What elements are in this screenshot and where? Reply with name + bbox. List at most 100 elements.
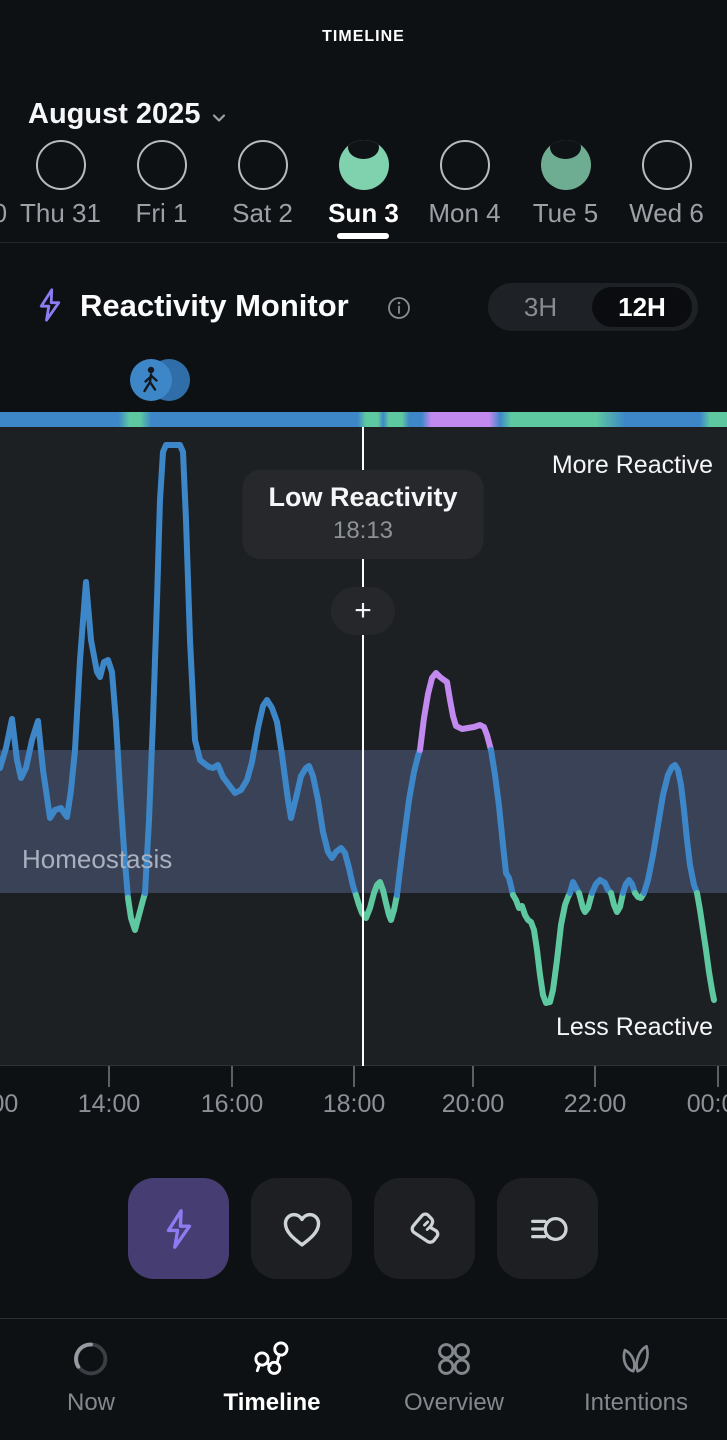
day-label: Sat 2 — [232, 198, 293, 228]
axis-tick-label: 14:00 — [77, 1090, 141, 1118]
reactivity-line-segment — [488, 747, 516, 898]
monitor-header: Reactivity Monitor 3H 12H — [0, 283, 727, 333]
day-item[interactable]: Sat 2 — [212, 140, 313, 229]
metric-toolbar — [0, 1178, 727, 1279]
day-label: Sun 3 — [328, 198, 399, 228]
axis-tick — [231, 1066, 233, 1087]
shoe-icon — [410, 1212, 439, 1244]
axis-tick-label: 12:00 — [0, 1090, 19, 1118]
axis-tick — [717, 1066, 719, 1087]
day-ring — [136, 140, 187, 190]
day-label: Tue 5 — [532, 198, 599, 228]
day-item[interactable]: Wed 30 — [0, 140, 13, 229]
nav-item-timeline[interactable]: Timeline — [202, 1339, 342, 1417]
nav-item-now[interactable]: Now — [21, 1339, 161, 1417]
reactivity-line-segment — [589, 877, 614, 896]
time-cursor-line[interactable] — [362, 427, 364, 1066]
nav-label: Intentions — [583, 1389, 689, 1416]
reactivity-line-segment — [576, 890, 595, 915]
day-ring — [439, 140, 490, 190]
heart-tool-button[interactable] — [251, 1178, 352, 1279]
moon-crescent — [550, 140, 581, 159]
axis-tick-label: 00:00 — [686, 1090, 727, 1118]
day-label: Fri 1 — [135, 198, 188, 228]
reactivity-line-segment — [608, 890, 626, 915]
reactivity-line-segment — [394, 747, 423, 898]
reactivity-line-segment — [694, 890, 717, 1003]
heart-icon — [283, 1212, 320, 1247]
reactivity-tooltip: Low Reactivity 18:13 — [242, 470, 484, 559]
tooltip-title: Low Reactivity — [268, 482, 458, 512]
day-ring — [35, 140, 86, 190]
reactivity-tool-button[interactable] — [128, 1178, 229, 1279]
reactivity-chart[interactable]: Homeostasis More Reactive Less Reactive … — [0, 427, 727, 1066]
axis-tick-label: 18:00 — [322, 1090, 386, 1118]
nav-label: Now — [66, 1389, 115, 1416]
day-ring — [540, 140, 591, 190]
bolt-icon — [166, 1208, 191, 1249]
speed-icon — [530, 1216, 568, 1241]
axis-tick-label: 16:00 — [200, 1090, 264, 1118]
reactivity-line-segment — [0, 579, 131, 901]
axis-tick — [353, 1066, 355, 1087]
x-axis: 12:00 14:00 16:00 18:00 20:00 22:00 00:00 — [0, 1066, 727, 1146]
day-label: Thu 31 — [20, 198, 101, 228]
nav-label: Overview — [403, 1389, 505, 1416]
axis-tick — [594, 1066, 596, 1087]
tooltip-time: 18:13 — [332, 517, 394, 544]
speed-tool-button[interactable] — [497, 1178, 598, 1279]
add-event-button[interactable]: + — [331, 587, 395, 635]
now-icon — [74, 1342, 108, 1376]
month-label: August 2025 — [28, 98, 201, 130]
info-icon[interactable] — [387, 296, 411, 320]
walking-activity-icon[interactable] — [127, 357, 193, 405]
day-item[interactable]: Mon 4 — [414, 140, 515, 229]
day-item[interactable]: Wed 6 — [616, 140, 717, 229]
range-toggle[interactable]: 3H 12H — [488, 283, 698, 331]
axis-tick — [108, 1066, 110, 1087]
axis-tick — [472, 1066, 474, 1087]
reactivity-line-segment — [620, 877, 638, 896]
reactivity-line-segment — [510, 890, 573, 1006]
bottom-navigation: Now Timeline Overview — [0, 1318, 727, 1440]
activity-timeline-bar[interactable] — [0, 412, 727, 427]
intentions-icon — [622, 1344, 649, 1373]
day-ring — [237, 140, 288, 190]
month-selector[interactable]: August 2025 — [28, 98, 228, 131]
page-title: TIMELINE — [322, 28, 405, 45]
day-item[interactable]: Thu 31 — [10, 140, 111, 229]
homeostasis-label: Homeostasis — [22, 844, 173, 874]
chevron-down-icon — [213, 113, 226, 122]
timeline-icon — [254, 1341, 289, 1375]
day-ring — [641, 140, 692, 190]
axis-tick-label: 20:00 — [441, 1090, 505, 1118]
nav-item-overview[interactable]: Overview — [384, 1339, 524, 1417]
day-item[interactable]: Fri 1 — [111, 140, 212, 229]
day-selector-row: Wed 30 Thu 31 Fri 1 Sat 2 Sun 3 Mon 4 Tu… — [0, 140, 727, 240]
steps-tool-button[interactable] — [374, 1178, 475, 1279]
range-option-12h-selected[interactable]: 12H — [592, 287, 692, 327]
moon-crescent — [348, 140, 379, 159]
day-item[interactable]: Tue 5 — [515, 140, 616, 229]
reactivity-line-segment — [125, 890, 148, 933]
axis-tick-label: 22:00 — [563, 1090, 627, 1118]
day-label: Mon 4 — [428, 198, 501, 228]
day-label: Wed 30 — [0, 198, 7, 229]
bolt-icon — [39, 288, 61, 322]
nav-item-intentions[interactable]: Intentions — [566, 1339, 706, 1417]
selected-day-underline — [337, 233, 389, 239]
day-ring — [338, 140, 389, 190]
nav-label: Timeline — [223, 1389, 321, 1416]
overview-icon — [438, 1343, 470, 1375]
reactivity-line-segment — [641, 762, 700, 896]
day-label: Wed 6 — [629, 198, 704, 228]
reactivity-line-segment — [142, 442, 359, 898]
range-option-3h[interactable]: 3H — [523, 292, 558, 322]
less-reactive-label: Less Reactive — [555, 1013, 713, 1041]
reactivity-line-segment — [417, 670, 494, 753]
day-item-selected[interactable]: Sun 3 — [313, 140, 414, 229]
divider — [0, 242, 727, 243]
more-reactive-label: More Reactive — [551, 451, 713, 479]
monitor-title: Reactivity Monitor — [80, 288, 349, 323]
